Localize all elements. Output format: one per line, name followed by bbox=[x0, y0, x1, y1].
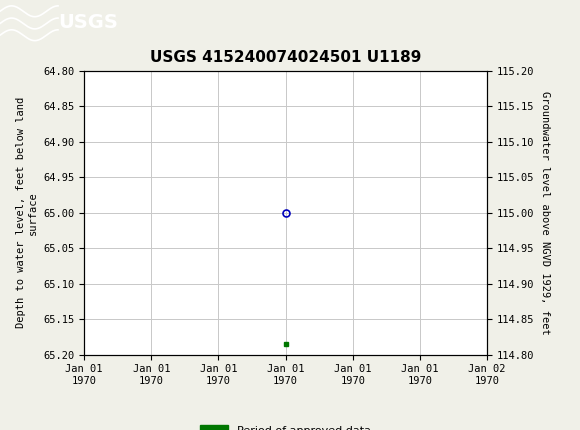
Text: USGS 415240074024501 U1189: USGS 415240074024501 U1189 bbox=[150, 50, 422, 64]
Y-axis label: Depth to water level, feet below land
surface: Depth to water level, feet below land su… bbox=[16, 97, 38, 329]
Legend: Period of approved data: Period of approved data bbox=[196, 421, 375, 430]
Y-axis label: Groundwater level above NGVD 1929, feet: Groundwater level above NGVD 1929, feet bbox=[540, 91, 550, 335]
Text: USGS: USGS bbox=[58, 13, 118, 32]
